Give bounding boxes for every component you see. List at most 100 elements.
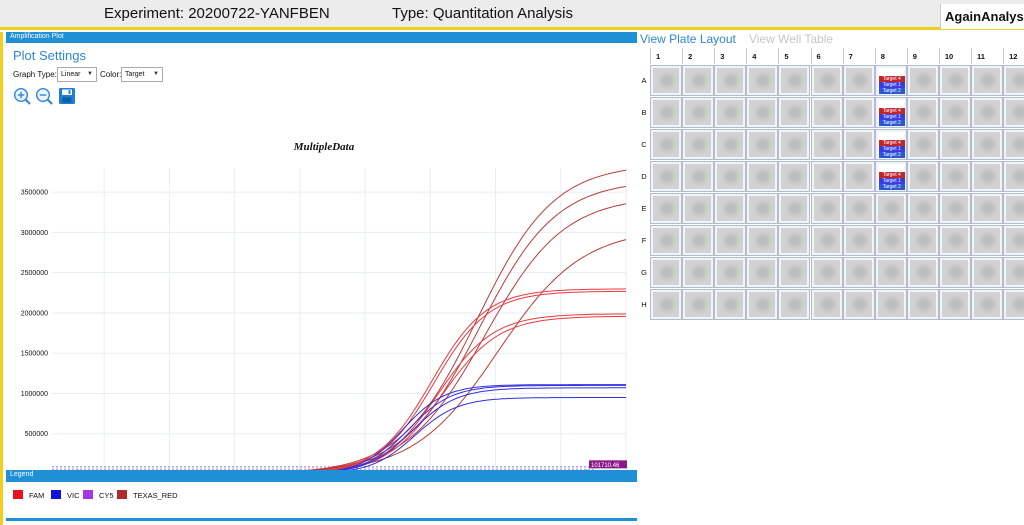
well-g7[interactable] — [842, 257, 875, 288]
well-h5[interactable] — [778, 289, 811, 320]
well-a12[interactable] — [1003, 65, 1024, 96]
well-g2[interactable] — [682, 257, 715, 288]
well-h1[interactable] — [650, 289, 682, 320]
well-d10[interactable] — [938, 161, 971, 192]
well-d1[interactable] — [650, 161, 682, 192]
well-g9[interactable] — [906, 257, 939, 288]
well-g3[interactable] — [714, 257, 747, 288]
zoom-in-button[interactable] — [13, 87, 31, 105]
well-h8[interactable] — [874, 289, 907, 320]
well-g11[interactable] — [971, 257, 1003, 288]
well-d6[interactable] — [810, 161, 843, 192]
well-b3[interactable] — [714, 97, 747, 128]
well-b4[interactable] — [746, 97, 779, 128]
well-e3[interactable] — [714, 193, 747, 224]
well-h11[interactable] — [971, 289, 1003, 320]
well-g8[interactable] — [874, 257, 907, 288]
well-h7[interactable] — [842, 289, 875, 320]
well-b1[interactable] — [650, 97, 682, 128]
well-a7[interactable] — [842, 65, 875, 96]
well-d8[interactable]: Target 4 Target 1 Target 2 — [874, 161, 907, 192]
again-analyse-button[interactable]: AgainAnalyse — [940, 4, 1024, 29]
well-g1[interactable] — [650, 257, 682, 288]
well-f3[interactable] — [714, 225, 747, 256]
well-h10[interactable] — [938, 289, 971, 320]
well-c2[interactable] — [682, 129, 715, 160]
well-a11[interactable] — [971, 65, 1003, 96]
well-h3[interactable] — [714, 289, 747, 320]
well-c4[interactable] — [746, 129, 779, 160]
well-e8[interactable] — [874, 193, 907, 224]
well-b7[interactable] — [842, 97, 875, 128]
well-e12[interactable] — [1003, 193, 1024, 224]
well-e5[interactable] — [778, 193, 811, 224]
well-c1[interactable] — [650, 129, 682, 160]
well-a1[interactable] — [650, 65, 682, 96]
well-d12[interactable] — [1003, 161, 1024, 192]
well-f8[interactable] — [874, 225, 907, 256]
color-select[interactable]: Target ▼ — [121, 67, 163, 82]
tab-view-plate-layout[interactable]: View Plate Layout — [640, 32, 736, 46]
well-e1[interactable] — [650, 193, 682, 224]
well-a9[interactable] — [906, 65, 939, 96]
well-c8[interactable]: Target 4 Target 1 Target 2 — [874, 129, 907, 160]
well-a8[interactable]: Target 4 Target 1 Target 2 — [874, 65, 907, 96]
well-b5[interactable] — [778, 97, 811, 128]
well-a6[interactable] — [810, 65, 843, 96]
well-f4[interactable] — [746, 225, 779, 256]
well-d4[interactable] — [746, 161, 779, 192]
zoom-out-button[interactable] — [35, 87, 53, 105]
well-b10[interactable] — [938, 97, 971, 128]
well-b6[interactable] — [810, 97, 843, 128]
well-c10[interactable] — [938, 129, 971, 160]
well-e4[interactable] — [746, 193, 779, 224]
well-e7[interactable] — [842, 193, 875, 224]
well-h4[interactable] — [746, 289, 779, 320]
well-e9[interactable] — [906, 193, 939, 224]
well-e11[interactable] — [971, 193, 1003, 224]
well-e2[interactable] — [682, 193, 715, 224]
well-f1[interactable] — [650, 225, 682, 256]
well-b9[interactable] — [906, 97, 939, 128]
well-a10[interactable] — [938, 65, 971, 96]
well-c12[interactable] — [1003, 129, 1024, 160]
well-h2[interactable] — [682, 289, 715, 320]
well-c9[interactable] — [906, 129, 939, 160]
well-f5[interactable] — [778, 225, 811, 256]
well-e10[interactable] — [938, 193, 971, 224]
well-g12[interactable] — [1003, 257, 1024, 288]
well-g4[interactable] — [746, 257, 779, 288]
well-h6[interactable] — [810, 289, 843, 320]
well-b8[interactable]: Target 4 Target 1 Target 2 — [874, 97, 907, 128]
well-a5[interactable] — [778, 65, 811, 96]
well-e6[interactable] — [810, 193, 843, 224]
well-f6[interactable] — [810, 225, 843, 256]
well-c5[interactable] — [778, 129, 811, 160]
well-a3[interactable] — [714, 65, 747, 96]
well-d11[interactable] — [971, 161, 1003, 192]
well-h9[interactable] — [906, 289, 939, 320]
well-d3[interactable] — [714, 161, 747, 192]
well-b2[interactable] — [682, 97, 715, 128]
well-f2[interactable] — [682, 225, 715, 256]
well-b11[interactable] — [971, 97, 1003, 128]
well-c7[interactable] — [842, 129, 875, 160]
well-d2[interactable] — [682, 161, 715, 192]
well-c3[interactable] — [714, 129, 747, 160]
well-a4[interactable] — [746, 65, 779, 96]
graph-type-select[interactable]: Linear ▼ — [57, 67, 97, 82]
well-g10[interactable] — [938, 257, 971, 288]
well-f12[interactable] — [1003, 225, 1024, 256]
save-button[interactable] — [58, 87, 76, 105]
well-f9[interactable] — [906, 225, 939, 256]
well-f7[interactable] — [842, 225, 875, 256]
well-d7[interactable] — [842, 161, 875, 192]
well-d5[interactable] — [778, 161, 811, 192]
well-c6[interactable] — [810, 129, 843, 160]
well-g6[interactable] — [810, 257, 843, 288]
tab-view-well-table[interactable]: View Well Table — [749, 32, 834, 46]
well-g5[interactable] — [778, 257, 811, 288]
well-f10[interactable] — [938, 225, 971, 256]
well-f11[interactable] — [971, 225, 1003, 256]
well-h12[interactable] — [1003, 289, 1024, 320]
